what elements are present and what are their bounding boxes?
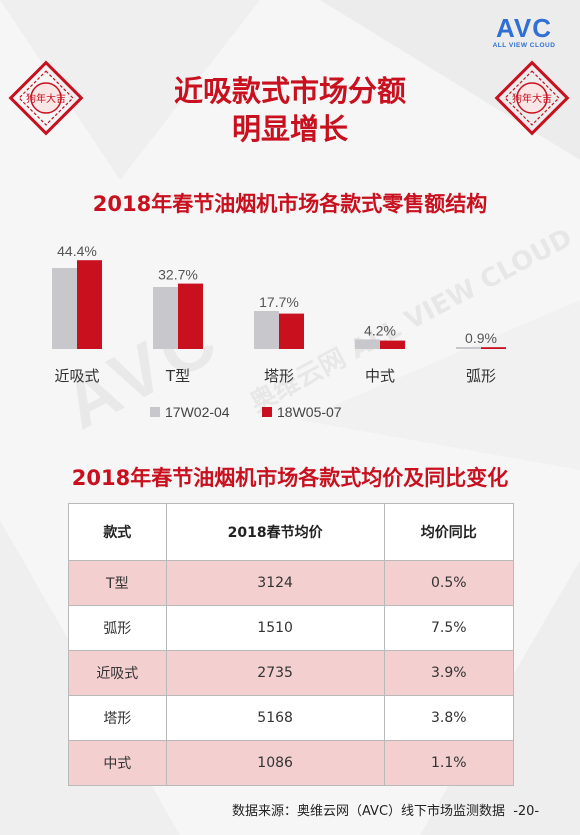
cell-price: 5168 [165,695,385,741]
legend-label-0: 17W02-04 [165,404,230,420]
legend-swatch-1 [262,407,272,417]
brand-tagline: ALL VIEW CLOUD [492,42,556,49]
table-row: 中式 1086 1.1% [68,740,515,786]
papercut-decoration-right: 狗年大吉 [494,60,570,136]
data-label: 4.2% [364,322,396,338]
cell-style: 近吸式 [68,650,167,696]
bar-current-4 [481,347,506,349]
bar-prior-3 [355,339,380,349]
cell-yoy: 7.5% [383,605,515,651]
price-table: 款式 2018春节均价 均价同比 T型 3124 0.5% 弧形 1510 7.… [68,503,515,786]
table-title: 2018年春节油烟机市场各款式均价及同比变化 [71,466,509,490]
category-label: 中式 [365,367,395,385]
bar-current-0 [77,260,102,349]
cell-style: T型 [68,560,167,606]
header-style: 款式 [68,503,167,561]
cell-price: 3124 [165,560,385,606]
table-row: 弧形 1510 7.5% [68,605,515,651]
header-avg-price: 2018春节均价 [165,503,385,561]
data-label: 0.9% [465,330,497,346]
bar-current-1 [178,283,203,349]
cell-yoy: 0.5% [383,560,515,606]
cell-yoy: 1.1% [383,740,515,786]
data-label: 32.7% [158,267,198,283]
headline-line2: 明显增长 [231,112,348,146]
footer-source: 数据来源：奥维云网（AVC）线下市场监测数据 [232,804,506,819]
legend-swatch-0 [150,407,160,417]
cell-style: 弧形 [68,605,167,651]
table-row: 塔形 5168 3.8% [68,695,515,741]
headline-line1: 近吸款式市场分额 [173,74,406,108]
cell-price: 1510 [165,605,385,651]
cell-price: 1086 [165,740,385,786]
cell-yoy: 3.9% [383,650,515,696]
bar-current-2 [279,313,304,349]
legend-label-1: 18W05-07 [277,404,342,420]
cell-yoy: 3.8% [383,695,515,741]
table-row: 近吸式 2735 3.9% [68,650,515,696]
headline: 近吸款式市场分额 明显增长 [110,72,470,148]
papercut-decoration-left: 狗年大吉 [8,60,84,136]
bar-chart: 44.4% 近吸式 32.7% T型 17.7% 塔形 4.2% 中式 0.9% 弧形 17W02-… [52,243,506,420]
category-label: 弧形 [466,367,496,385]
table-header-row: 款式 2018春节均价 均价同比 [68,503,515,561]
bar-prior-4 [456,347,481,349]
header-yoy: 均价同比 [383,503,515,561]
cell-style: 塔形 [68,695,167,741]
bar-prior-2 [254,311,279,349]
brand-logo-text: AVC [496,13,552,43]
page-number: -20- [513,804,540,819]
bar-current-3 [380,340,405,349]
papercut-text-right: 狗年大吉 [512,92,552,105]
bar-prior-0 [52,268,77,349]
category-label: T型 [165,367,190,385]
brand-logo: AVC ALL VIEW CLOUD [484,14,564,49]
table-row: T型 3124 0.5% [68,560,515,606]
data-label: 17.7% [259,294,299,310]
cell-style: 中式 [68,740,167,786]
bar-prior-1 [153,287,178,349]
category-label: 近吸式 [54,367,99,385]
category-label: 塔形 [264,367,294,385]
data-label: 44.4% [57,243,97,259]
footer: 数据来源：奥维云网（AVC）线下市场监测数据 -20- [232,800,539,819]
chart-title: 2018年春节油烟机市场各款式零售额结构 [92,192,488,216]
cell-price: 2735 [165,650,385,696]
papercut-text-left: 狗年大吉 [26,92,66,105]
